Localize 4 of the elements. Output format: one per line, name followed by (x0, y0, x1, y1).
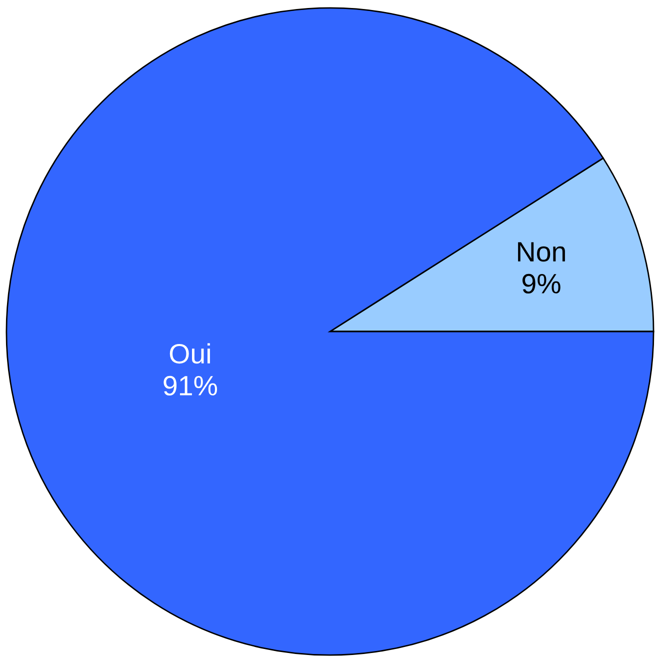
data-label: 91% (164, 376, 218, 396)
slice-label: Non (518, 242, 565, 262)
data-label: 9% (522, 274, 560, 294)
slice-label: Oui (170, 343, 210, 364)
